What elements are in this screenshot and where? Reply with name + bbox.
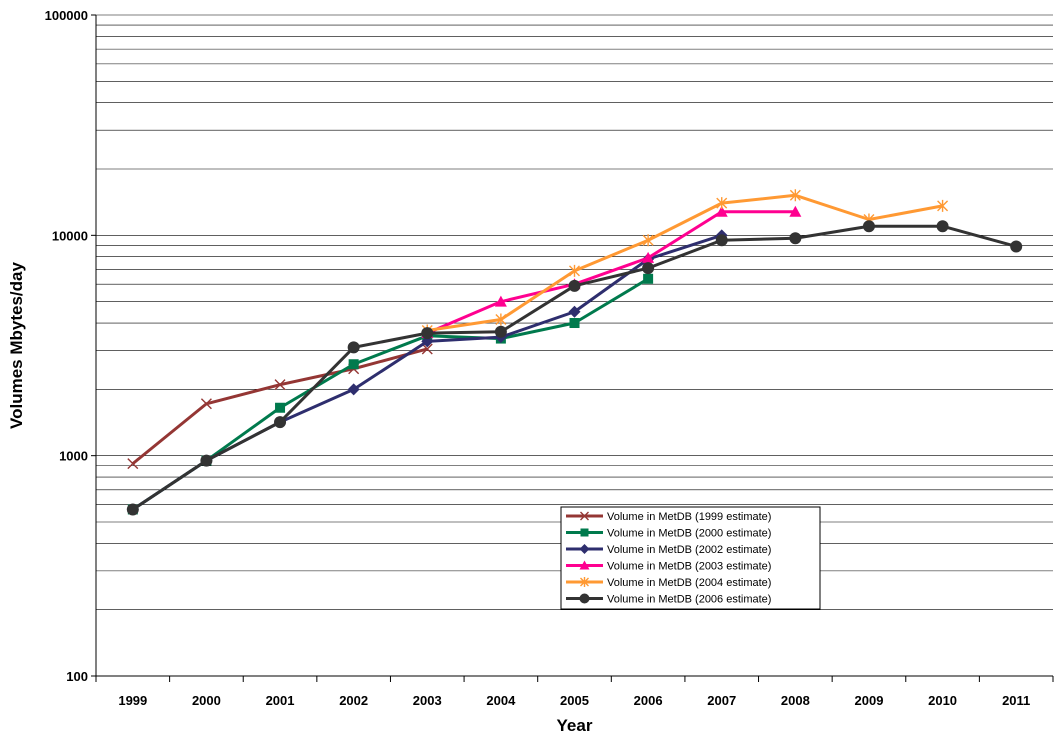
x-tick-label: 2000	[192, 693, 221, 708]
series-group	[126, 189, 1023, 516]
legend-item: Volume in MetDB (2002 estimate)	[566, 544, 771, 556]
data-point	[275, 402, 286, 413]
data-point	[495, 313, 507, 326]
data-point	[642, 262, 655, 275]
x-tick-labels: 1999 2000 2001 2002 2003 2004 2005 2006 2007 2008…	[118, 693, 1030, 708]
legend-label: Volume in MetDB (2006 estimate)	[607, 594, 771, 606]
data-point	[580, 528, 589, 537]
legend-box	[560, 506, 821, 610]
data-point	[580, 511, 589, 521]
x-tick-label: 2004	[486, 693, 516, 708]
legend-label: Volume in MetDB (2003 estimate)	[607, 561, 771, 573]
legend-label: Volume in MetDB (2000 estimate)	[607, 528, 771, 540]
data-point	[936, 220, 949, 233]
data-point	[274, 379, 286, 391]
x-tick-label: 2009	[855, 693, 884, 708]
x-axis-title: Year	[557, 716, 593, 735]
y-tick-label: 100	[66, 669, 88, 684]
x-tick-label: 2006	[634, 693, 663, 708]
x-tick-label: 2002	[339, 693, 368, 708]
data-point	[200, 454, 213, 467]
series-line	[131, 233, 723, 511]
legend-item: Volume in MetDB (2003 estimate)	[566, 560, 771, 573]
data-point	[126, 503, 139, 516]
data-point	[494, 295, 507, 307]
y-axis-title: Volumes Mbytes/day	[7, 262, 26, 429]
legend-label: Volume in MetDB (1999 estimate)	[607, 511, 771, 523]
legend-item: Volume in MetDB (2004 estimate)	[566, 577, 771, 589]
y-tick-label: 10000	[52, 228, 88, 243]
y-tick-labels: 100 1000 10000 100000	[45, 8, 88, 684]
series-4	[421, 205, 802, 339]
data-point	[569, 264, 580, 277]
data-point	[789, 189, 801, 202]
legend: Volume in MetDB (1999 estimate) Volume in…	[560, 506, 821, 610]
data-point	[347, 383, 360, 396]
legend-item: Volume in MetDB (2006 estimate)	[566, 593, 771, 606]
data-point	[643, 273, 654, 284]
x-tick-label: 1999	[118, 693, 147, 708]
legend-label: Volume in MetDB (2002 estimate)	[607, 544, 771, 556]
data-point	[347, 341, 360, 354]
series-line	[131, 277, 649, 511]
x-tick-label: 2005	[560, 693, 589, 708]
data-point	[715, 205, 728, 217]
series-6	[126, 220, 1023, 516]
data-point	[421, 335, 434, 348]
data-point	[568, 279, 581, 292]
series-5	[421, 189, 949, 337]
data-point	[127, 458, 139, 470]
series-line	[426, 210, 796, 335]
data-point	[579, 544, 590, 554]
y-tick-label: 1000	[59, 449, 88, 464]
data-point	[421, 327, 434, 340]
data-point	[421, 343, 433, 355]
x-tick-label: 2007	[707, 693, 736, 708]
legend-item: Volume in MetDB (2000 estimate)	[566, 528, 771, 540]
data-point	[569, 318, 580, 329]
data-point	[642, 251, 655, 263]
data-point	[1010, 240, 1023, 253]
data-point	[937, 199, 949, 212]
data-point	[568, 305, 581, 318]
data-point	[580, 577, 589, 587]
data-point	[579, 593, 590, 604]
y-tick-label: 100000	[45, 8, 88, 23]
x-tick-label: 2008	[781, 693, 810, 708]
series-3	[126, 229, 728, 516]
axes	[91, 14, 1054, 682]
series-line	[427, 193, 943, 332]
data-point	[274, 416, 287, 429]
data-point	[348, 359, 359, 370]
data-point	[789, 232, 802, 245]
x-tick-label: 2010	[928, 693, 957, 708]
data-point	[642, 234, 654, 247]
data-point	[862, 220, 875, 233]
data-point	[579, 560, 590, 570]
x-tick-label: 2003	[413, 693, 442, 708]
legend-label: Volume in MetDB (2004 estimate)	[607, 577, 771, 589]
legend-item: Volume in MetDB (1999 estimate)	[566, 511, 771, 523]
data-point	[716, 197, 728, 210]
data-point	[789, 205, 802, 217]
data-point	[200, 398, 212, 410]
data-point	[494, 325, 507, 338]
data-point	[715, 234, 728, 247]
x-tick-label: 2011	[1002, 693, 1030, 708]
x-tick-label: 2001	[266, 693, 295, 708]
